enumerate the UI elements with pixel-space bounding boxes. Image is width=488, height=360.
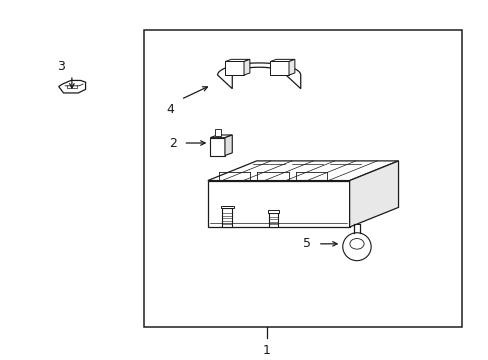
Polygon shape	[270, 62, 288, 75]
Polygon shape	[349, 161, 398, 227]
Polygon shape	[269, 213, 278, 227]
Polygon shape	[225, 62, 244, 75]
Polygon shape	[270, 59, 294, 62]
Polygon shape	[207, 181, 349, 227]
Polygon shape	[217, 63, 300, 89]
Text: 3: 3	[57, 60, 65, 73]
Ellipse shape	[349, 239, 364, 249]
Polygon shape	[210, 138, 224, 156]
Polygon shape	[225, 59, 249, 62]
Text: 4: 4	[166, 103, 174, 116]
Polygon shape	[221, 206, 233, 208]
Polygon shape	[288, 59, 294, 75]
Polygon shape	[59, 80, 85, 93]
Polygon shape	[244, 59, 249, 75]
Text: 5: 5	[303, 237, 311, 250]
Text: 1: 1	[262, 344, 270, 357]
Polygon shape	[214, 129, 220, 136]
Polygon shape	[222, 208, 232, 227]
Polygon shape	[210, 135, 232, 138]
Text: 2: 2	[169, 136, 177, 149]
Polygon shape	[207, 161, 398, 181]
Polygon shape	[268, 210, 279, 213]
Ellipse shape	[342, 233, 370, 261]
Bar	[144, 30, 461, 327]
Polygon shape	[224, 135, 232, 156]
